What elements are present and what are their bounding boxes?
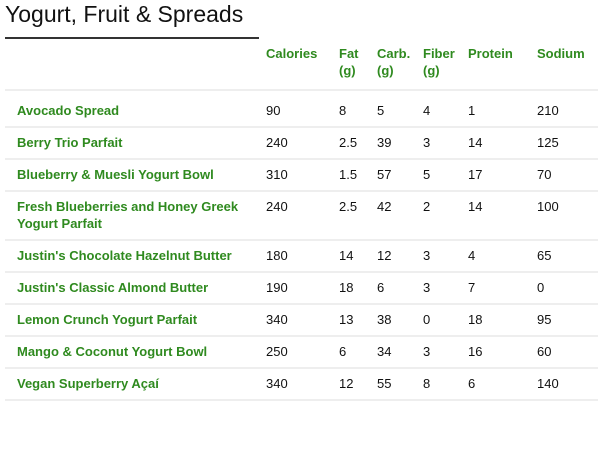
cell-fat: 14	[339, 248, 354, 263]
column-header-calories: Calories	[266, 46, 318, 61]
cell-calories: 240	[266, 199, 288, 214]
cell-sodium: 60	[537, 344, 552, 359]
cell-fiber: 3	[423, 248, 431, 263]
table-body: Avocado Spread 90 8 5 4 1 210 Berry Trio Parfai…	[5, 90, 598, 400]
column-header-fiber: Fiber (g)	[423, 46, 455, 78]
nutrition-table: Calories Fat (g) Carb. (g) Fiber (g) Protein…	[5, 42, 598, 401]
cell-protein: 4	[468, 248, 476, 263]
item-name-link[interactable]: Vegan Superberry Açaí	[17, 376, 159, 391]
table-row: Fresh Blueberries and Honey Greek Yogurt…	[5, 191, 598, 240]
cell-carb: 57	[377, 167, 392, 182]
cell-sodium: 100	[537, 199, 559, 214]
cell-fat: 6	[339, 344, 347, 359]
cell-protein: 7	[468, 280, 476, 295]
cell-protein: 14	[468, 199, 483, 214]
table-row: Justin's Classic Almond Butter 190 18 6 3 7 0	[5, 272, 598, 304]
column-header-carb: Carb. (g)	[377, 46, 411, 78]
table-row: Vegan Superberry Açaí 340 12 55 8 6 140	[5, 368, 598, 400]
cell-sodium: 65	[537, 248, 552, 263]
table-row: Berry Trio Parfait 240 2.5 39 3 14 125	[5, 127, 598, 159]
cell-sodium: 125	[537, 135, 559, 150]
cell-fiber: 0	[423, 312, 431, 327]
cell-sodium: 70	[537, 167, 552, 182]
cell-calories: 180	[266, 248, 288, 263]
cell-carb: 34	[377, 344, 392, 359]
cell-sodium: 0	[537, 280, 545, 295]
cell-protein: 14	[468, 135, 483, 150]
cell-fat: 13	[339, 312, 354, 327]
column-header-protein: Protein	[468, 46, 513, 61]
header-row: Calories Fat (g) Carb. (g) Fiber (g) Protein…	[5, 42, 598, 90]
cell-fiber: 4	[423, 103, 431, 118]
cell-calories: 190	[266, 280, 288, 295]
cell-calories: 340	[266, 312, 288, 327]
title-underline	[5, 37, 259, 39]
cell-fiber: 8	[423, 376, 431, 391]
cell-carb: 12	[377, 248, 392, 263]
cell-fiber: 3	[423, 135, 431, 150]
column-header-fat: Fat (g)	[339, 46, 359, 78]
column-header-name	[5, 42, 266, 90]
table-row: Avocado Spread 90 8 5 4 1 210	[5, 90, 598, 127]
cell-carb: 39	[377, 135, 392, 150]
item-name-link[interactable]: Fresh Blueberries and Honey Greek Yogurt…	[17, 199, 239, 231]
cell-protein: 18	[468, 312, 483, 327]
table-row: Blueberry & Muesli Yogurt Bowl 310 1.5 57 5 1…	[5, 159, 598, 191]
cell-protein: 1	[468, 103, 476, 118]
table-row: Lemon Crunch Yogurt Parfait 340 13 38 0 18 95	[5, 304, 598, 336]
cell-calories: 310	[266, 167, 288, 182]
cell-sodium: 140	[537, 376, 559, 391]
cell-calories: 240	[266, 135, 288, 150]
cell-fat: 2.5	[339, 199, 358, 214]
cell-fat: 18	[339, 280, 354, 295]
cell-carb: 6	[377, 280, 385, 295]
cell-carb: 38	[377, 312, 392, 327]
cell-sodium: 95	[537, 312, 552, 327]
cell-protein: 17	[468, 167, 483, 182]
cell-protein: 16	[468, 344, 483, 359]
cell-carb: 42	[377, 199, 392, 214]
column-header-sodium: Sodium	[537, 46, 585, 61]
cell-calories: 250	[266, 344, 288, 359]
item-name-link[interactable]: Berry Trio Parfait	[17, 135, 123, 150]
cell-fat: 1.5	[339, 167, 358, 182]
item-name-link[interactable]: Justin's Chocolate Hazelnut Butter	[17, 248, 232, 263]
item-name-link[interactable]: Lemon Crunch Yogurt Parfait	[17, 312, 198, 327]
cell-fiber: 5	[423, 167, 431, 182]
table-row: Justin's Chocolate Hazelnut Butter 180 14 1…	[5, 240, 598, 272]
cell-calories: 340	[266, 376, 288, 391]
item-name-link[interactable]: Mango & Coconut Yogurt Bowl	[17, 344, 208, 359]
cell-calories: 90	[266, 103, 281, 118]
item-name-link[interactable]: Blueberry & Muesli Yogurt Bowl	[17, 167, 214, 182]
cell-fiber: 3	[423, 280, 431, 295]
cell-protein: 6	[468, 376, 476, 391]
cell-carb: 5	[377, 103, 385, 118]
page-title: Yogurt, Fruit & Spreads	[5, 1, 244, 27]
table-row: Mango & Coconut Yogurt Bowl 250 6 34 3 16 60	[5, 336, 598, 368]
item-name-link[interactable]: Avocado Spread	[17, 103, 120, 118]
cell-fat: 2.5	[339, 135, 358, 150]
cell-fat: 8	[339, 103, 347, 118]
cell-fiber: 3	[423, 344, 431, 359]
item-name-link[interactable]: Justin's Classic Almond Butter	[17, 280, 209, 295]
cell-carb: 55	[377, 376, 392, 391]
cell-fat: 12	[339, 376, 354, 391]
cell-fiber: 2	[423, 199, 431, 214]
cell-sodium: 210	[537, 103, 559, 118]
